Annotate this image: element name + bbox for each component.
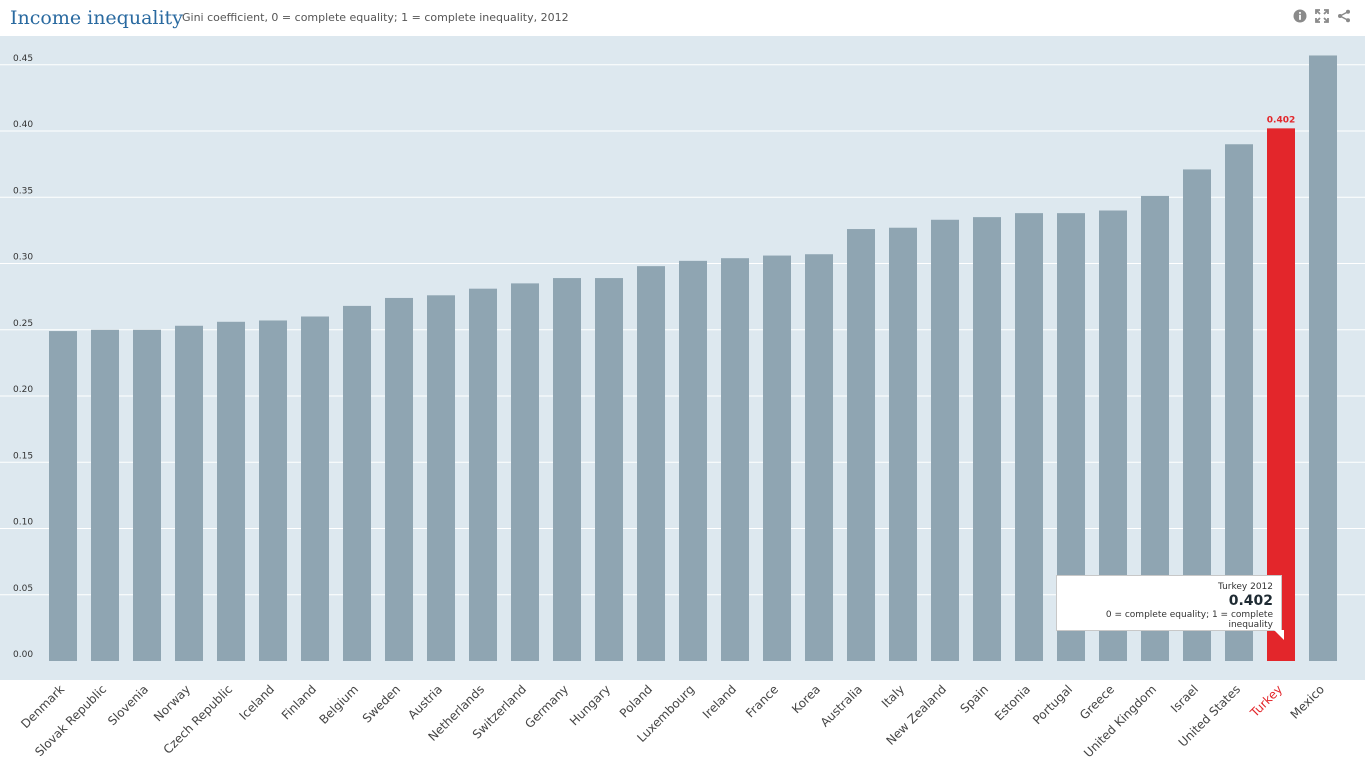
bar-italy[interactable] <box>889 227 917 661</box>
y-tick-label: 0.30 <box>13 253 33 263</box>
y-tick-label: 0.25 <box>13 319 33 329</box>
bar-germany[interactable] <box>553 278 581 661</box>
x-tick-label: Iceland <box>237 682 278 723</box>
chart-title: Income inequality <box>10 7 183 29</box>
bar-united-states[interactable] <box>1225 144 1253 661</box>
bar-norway[interactable] <box>175 325 203 661</box>
y-tick-label: 0.05 <box>13 584 33 594</box>
x-tick-label: United Kingdom <box>1081 682 1159 760</box>
y-tick-label: 0.35 <box>13 186 33 196</box>
x-tick-label: Ireland <box>700 682 739 721</box>
fullscreen-icon[interactable] <box>1315 9 1329 23</box>
x-tick-label: Belgium <box>316 682 361 727</box>
x-tick-label: Finland <box>279 682 319 722</box>
bar-slovenia[interactable] <box>133 329 161 661</box>
x-tick-label: Turkey <box>1247 682 1285 720</box>
x-tick-label: Italy <box>879 682 907 710</box>
x-tick-label: France <box>743 682 781 720</box>
chart-subtitle: Gini coefficient, 0 = complete equality;… <box>182 11 569 24</box>
bar-mexico[interactable] <box>1309 55 1337 662</box>
bar-hungary[interactable] <box>595 278 623 661</box>
bar-sweden[interactable] <box>385 297 413 661</box>
x-tick-label: Slovenia <box>105 682 151 728</box>
bar-belgium[interactable] <box>343 305 371 661</box>
x-tick-label: Slovak Republic <box>32 682 109 759</box>
bar-turkey[interactable] <box>1267 128 1295 662</box>
x-tick-label: Sweden <box>360 682 403 725</box>
tooltip: Turkey 2012 0.402 0 = complete equality;… <box>1056 575 1282 631</box>
y-tick-label: 0.20 <box>13 385 33 395</box>
x-tick-label: Portugal <box>1030 682 1075 727</box>
bar-austria[interactable] <box>427 295 455 661</box>
x-tick-label: Australia <box>818 682 865 729</box>
y-axis-ticks: 0.00 0.05 0.10 0.15 0.20 0.25 0.30 0.35 0.40 0.45 <box>13 54 33 660</box>
bar-france[interactable] <box>763 255 791 662</box>
x-tick-label: Mexico <box>1288 682 1328 722</box>
y-tick-label: 0.15 <box>13 451 33 461</box>
x-tick-label: Poland <box>617 682 655 720</box>
y-tick-label: 0.40 <box>13 120 33 130</box>
bar-australia[interactable] <box>847 229 875 662</box>
bar-iceland[interactable] <box>259 320 287 661</box>
tooltip-unit: 0 = complete equality; 1 = complete ineq… <box>1105 610 1273 630</box>
chart-header: Income inequality Gini coefficient, 0 = … <box>0 0 1365 36</box>
bar-value-label: 0.402 <box>1267 115 1295 125</box>
bar-ireland[interactable] <box>721 258 749 661</box>
share-icon[interactable] <box>1337 9 1351 23</box>
y-tick-label: 0.45 <box>13 54 33 64</box>
y-tick-label: 0.00 <box>13 650 33 660</box>
bar-denmark[interactable] <box>49 331 77 661</box>
bar-netherlands[interactable] <box>469 288 497 661</box>
x-tick-label: Israel <box>1168 682 1201 715</box>
x-tick-label: Spain <box>958 682 992 716</box>
x-tick-label: Greece <box>1077 682 1117 722</box>
bar-estonia[interactable] <box>1015 213 1043 661</box>
x-tick-label: Hungary <box>567 682 613 728</box>
bar-poland[interactable] <box>637 266 665 661</box>
bar-czech-republic[interactable] <box>217 321 245 661</box>
bar-finland[interactable] <box>301 316 329 662</box>
tooltip-value: 0.402 <box>1228 593 1273 609</box>
bar-korea[interactable] <box>805 254 833 661</box>
x-tick-label: Austria <box>405 682 445 722</box>
x-tick-label: Estonia <box>992 682 1033 723</box>
bar-switzerland[interactable] <box>511 283 539 661</box>
y-tick-label: 0.10 <box>13 518 33 528</box>
bar-new-zealand[interactable] <box>931 219 959 661</box>
x-tick-label: Germany <box>522 682 571 731</box>
info-icon[interactable] <box>1293 9 1307 23</box>
header-icons <box>1293 9 1351 23</box>
tooltip-pointer <box>1274 630 1284 640</box>
tooltip-heading: Turkey 2012 <box>1217 582 1273 592</box>
bar-slovak-republic[interactable] <box>91 329 119 661</box>
bar-spain[interactable] <box>973 217 1001 661</box>
x-tick-label: Korea <box>789 682 823 716</box>
bars: 0.402 <box>49 55 1337 662</box>
x-tick-label: Norway <box>151 682 193 724</box>
bar-luxembourg[interactable] <box>679 260 707 661</box>
